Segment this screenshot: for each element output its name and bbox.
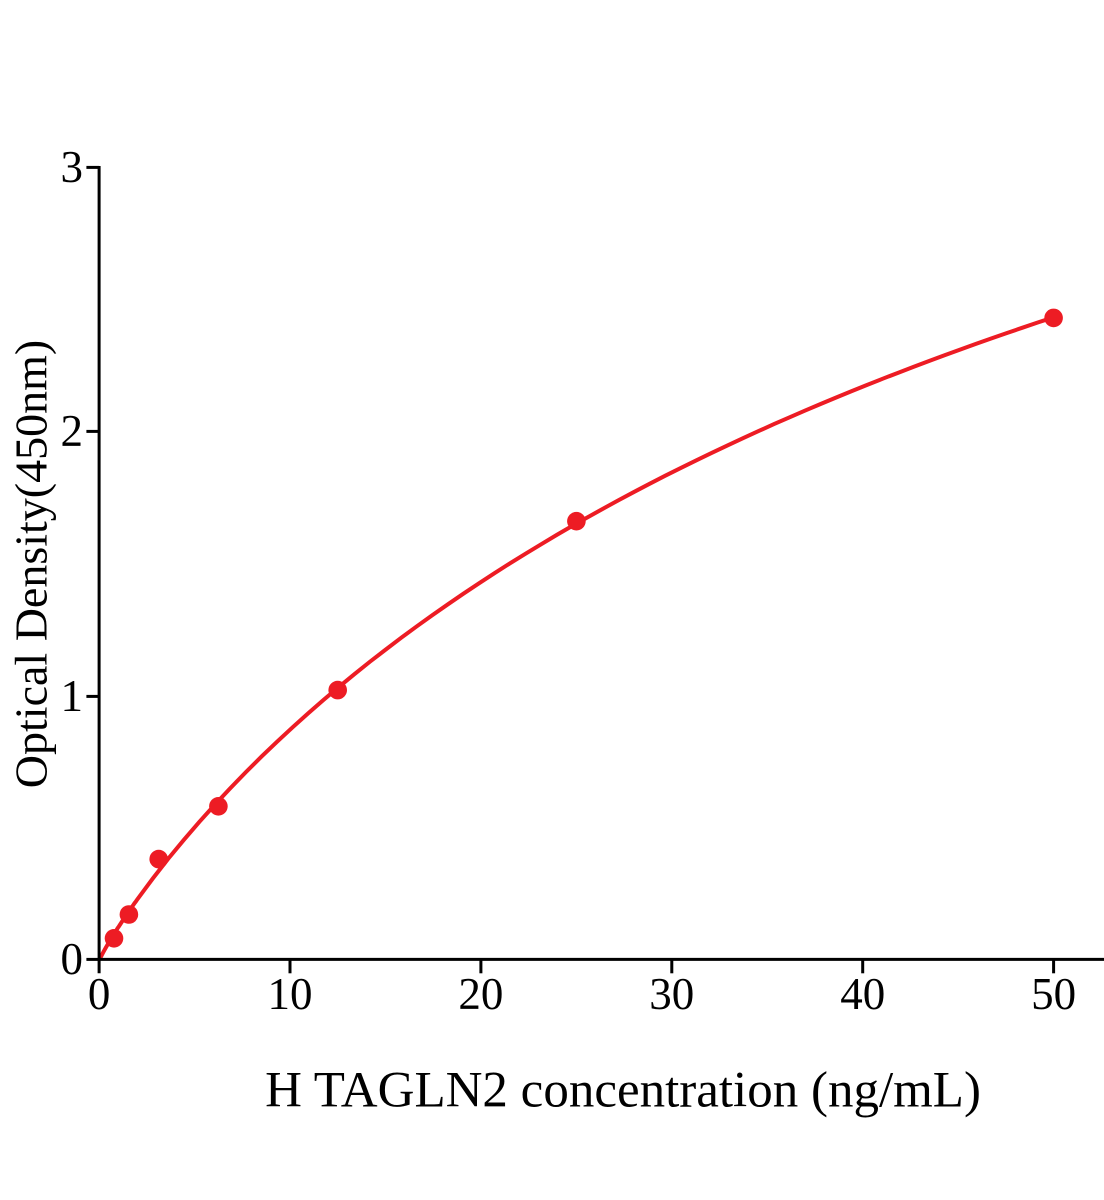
svg-text:50: 50 — [1031, 969, 1076, 1019]
svg-text:H TAGLN2 concentration (ng/mL): H TAGLN2 concentration (ng/mL) — [265, 1063, 981, 1119]
svg-text:40: 40 — [840, 969, 885, 1019]
svg-text:0: 0 — [88, 969, 111, 1019]
svg-text:30: 30 — [649, 969, 694, 1019]
svg-text:20: 20 — [458, 969, 503, 1019]
svg-text:Optical Density(450nm): Optical Density(450nm) — [5, 340, 56, 788]
svg-text:1: 1 — [61, 671, 84, 721]
svg-text:3: 3 — [61, 142, 84, 192]
svg-text:2: 2 — [61, 406, 84, 456]
svg-text:0: 0 — [61, 934, 84, 984]
svg-text:10: 10 — [268, 969, 313, 1019]
